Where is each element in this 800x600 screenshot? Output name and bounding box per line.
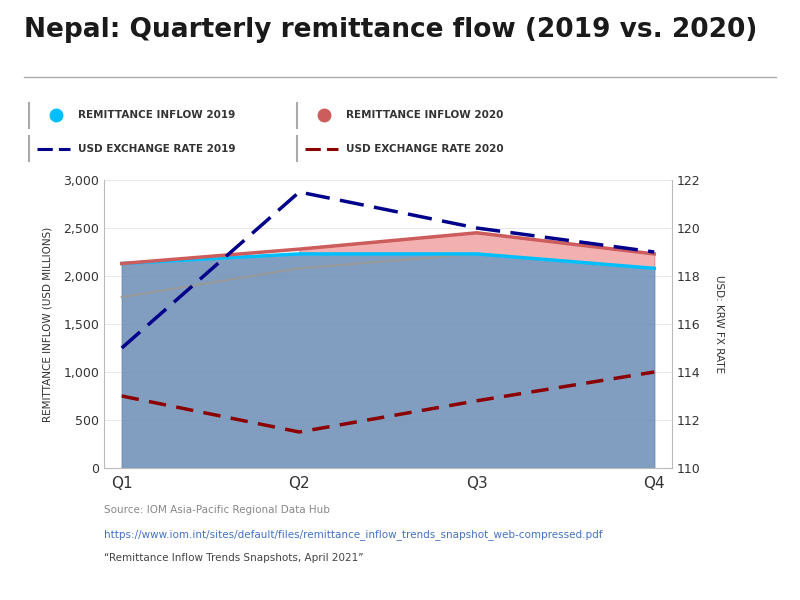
Text: USD EXCHANGE RATE 2020: USD EXCHANGE RATE 2020 [346,144,503,154]
Text: “Remittance Inflow Trends Snapshots, April 2021”: “Remittance Inflow Trends Snapshots, Apr… [104,553,363,563]
Text: Source: IOM Asia-Pacific Regional Data Hub: Source: IOM Asia-Pacific Regional Data H… [104,505,330,515]
Text: REMITTANCE INFLOW 2020: REMITTANCE INFLOW 2020 [346,110,503,120]
Text: https://www.iom.int/sites/default/files/remittance_inflow_trends_snapshot_web-co: https://www.iom.int/sites/default/files/… [104,529,602,540]
Text: Nepal: Quarterly remittance flow (2019 vs. 2020): Nepal: Quarterly remittance flow (2019 v… [24,17,758,43]
Y-axis label: USD: KRW FX RATE: USD: KRW FX RATE [714,275,725,373]
Y-axis label: REMITTANCE INFLOW (USD MILLIONS): REMITTANCE INFLOW (USD MILLIONS) [42,226,52,422]
Text: USD EXCHANGE RATE 2019: USD EXCHANGE RATE 2019 [78,144,235,154]
Text: REMITTANCE INFLOW 2019: REMITTANCE INFLOW 2019 [78,110,235,120]
